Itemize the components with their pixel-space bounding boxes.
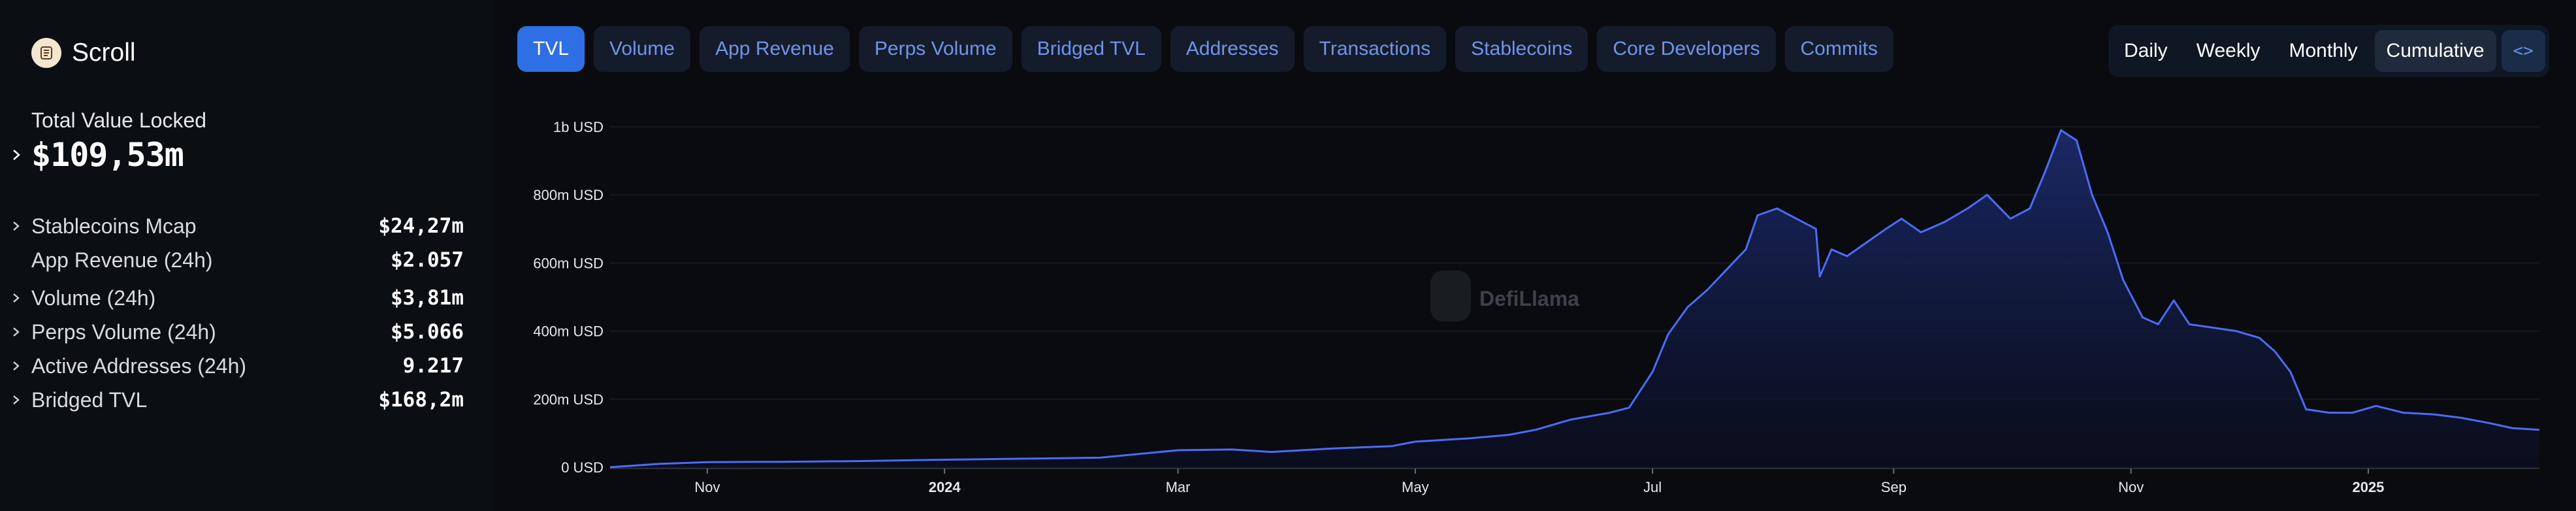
tvl-row[interactable]: $109,53m <box>9 136 184 174</box>
metric-value: $5.066 <box>391 320 464 344</box>
protocol-header: Scroll <box>31 38 136 68</box>
metric-label: Perps Volume (24h) <box>31 320 216 344</box>
metric-value: 9.217 <box>402 354 464 378</box>
tvl-area-fill <box>610 130 2539 467</box>
x-axis: Nov 2024 Mar May Jul Sep Nov 2025 <box>694 469 2384 495</box>
tab-addresses[interactable]: Addresses <box>1170 26 1295 72</box>
metric-value: $2.057 <box>391 248 464 272</box>
period-monthly-button[interactable]: Monthly <box>2289 40 2358 61</box>
metric-bridged-tvl[interactable]: Bridged TVL $168,2m <box>9 386 464 414</box>
embed-code-button[interactable]: <> <box>2501 30 2545 72</box>
tab-bridged-tvl[interactable]: Bridged TVL <box>1021 26 1161 72</box>
y-axis: 0 USD 200m USD 400m USD 600m USD 800m USD 1b … <box>533 119 604 476</box>
tab-app-revenue[interactable]: App Revenue <box>700 26 850 72</box>
y-tick-label: 200m USD <box>533 391 604 408</box>
chevron-right-icon <box>13 395 20 404</box>
tvl-line <box>609 129 2540 469</box>
tab-stablecoins[interactable]: Stablecoins <box>1455 26 1588 72</box>
metric-value: $168,2m <box>378 388 464 412</box>
llama-logo-icon <box>1430 271 1471 321</box>
metric-active-addresses[interactable]: Active Addresses (24h) 9.217 <box>9 352 464 380</box>
x-tick-label: Sep <box>1881 479 1907 495</box>
defillama-watermark: DefiLlama <box>1430 271 1579 321</box>
chart-panel: TVL Volume App Revenue Perps Volume Brid… <box>495 0 2576 511</box>
period-selector: Daily Weekly Monthly Cumulative <> <box>2108 25 2549 77</box>
metric-tabs: TVL Volume App Revenue Perps Volume Brid… <box>517 26 1893 72</box>
chevron-right-icon <box>13 222 20 231</box>
tvl-value: $109,53m <box>31 136 184 174</box>
tab-perps-volume[interactable]: Perps Volume <box>858 26 1012 72</box>
period-cumulative-button[interactable]: Cumulative <box>2374 30 2496 72</box>
chevron-right-icon <box>13 150 20 160</box>
metric-label: App Revenue (24h) <box>31 248 213 272</box>
x-tick-label: Jul <box>1643 479 1662 495</box>
x-tick-label: 2024 <box>929 479 961 495</box>
sidebar: Scroll Total Value Locked $109,53m Stabl… <box>0 0 495 511</box>
y-tick-label: 0 USD <box>561 459 604 476</box>
metric-label: Active Addresses (24h) <box>31 354 247 378</box>
x-tick-label: Mar <box>1166 479 1191 495</box>
tab-transactions[interactable]: Transactions <box>1303 26 1447 72</box>
metric-value: $24,27m <box>378 214 464 238</box>
metric-app-revenue: App Revenue (24h) $2.057 <box>9 246 464 274</box>
tvl-chart: 0 USD 200m USD 400m USD 600m USD 800m USD 1b … <box>533 119 2540 495</box>
y-tick-label: 1b USD <box>553 119 604 135</box>
period-daily-button[interactable]: Daily <box>2124 40 2168 61</box>
metric-label: Bridged TVL <box>31 387 148 412</box>
metric-perps-volume[interactable]: Perps Volume (24h) $5.066 <box>9 318 464 346</box>
y-tick-label: 600m USD <box>533 255 604 271</box>
protocol-name: Scroll <box>72 39 136 67</box>
x-tick-label: May <box>1402 479 1429 495</box>
chevron-right-icon <box>13 293 20 303</box>
tab-commits[interactable]: Commits <box>1784 26 1893 72</box>
tab-volume[interactable]: Volume <box>594 26 691 72</box>
x-tick-label: Nov <box>694 479 720 495</box>
x-tick-label: Nov <box>2118 479 2144 495</box>
metric-stablecoins-mcap[interactable]: Stablecoins Mcap $24,27m <box>9 212 464 240</box>
series-tvl <box>609 129 2540 469</box>
metric-label: Stablecoins Mcap <box>31 214 197 238</box>
tvl-label: Total Value Locked <box>31 108 207 132</box>
y-tick-label: 400m USD <box>533 323 604 340</box>
chevron-right-icon <box>13 361 20 371</box>
tab-core-developers[interactable]: Core Developers <box>1597 26 1776 72</box>
y-tick-label: 800m USD <box>533 187 604 203</box>
watermark-text: DefiLlama <box>1479 287 1579 310</box>
metric-label: Volume (24h) <box>31 286 156 310</box>
metric-value: $3,81m <box>391 286 464 310</box>
scroll-logo-icon <box>31 38 61 68</box>
period-weekly-button[interactable]: Weekly <box>2196 40 2261 61</box>
x-tick-label: 2025 <box>2352 479 2384 495</box>
tab-tvl[interactable]: TVL <box>517 26 585 72</box>
chevron-right-icon <box>13 327 20 337</box>
metric-volume[interactable]: Volume (24h) $3,81m <box>9 284 464 312</box>
